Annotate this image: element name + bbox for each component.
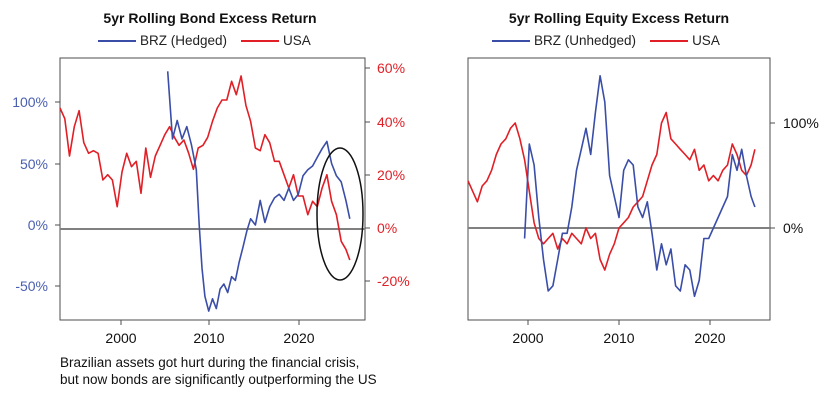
usa-series-line	[59, 75, 351, 261]
right-chart-legend: BRZ (Unhedged) USA	[492, 33, 720, 48]
brz-legend-swatch	[98, 39, 136, 42]
right-chart-title: 5yr Rolling Equity Excess Return	[508, 10, 730, 26]
brz-legend-swatch	[492, 39, 530, 42]
x-tick-label: 2000	[105, 330, 136, 346]
usa-series-line	[467, 111, 756, 271]
left-chart-legend: BRZ (Hedged) USA	[98, 33, 311, 48]
left-plot-frame	[59, 57, 366, 321]
x-tick-label: 2000	[512, 330, 543, 346]
usa-legend-label: USA	[692, 33, 720, 48]
brz-series-line	[523, 75, 756, 298]
y-right-tick-label: 20%	[377, 167, 405, 183]
brz-series-line	[166, 71, 351, 312]
usa-legend-label: USA	[283, 33, 311, 48]
left-chart-title: 5yr Rolling Bond Excess Return	[103, 10, 317, 26]
y-left-tick-label: 0%	[28, 217, 48, 233]
x-tick-label: 2010	[193, 330, 224, 346]
usa-legend-swatch	[241, 39, 280, 42]
x-tick-label: 2020	[694, 330, 725, 346]
left-chart: 2000 2010 2020 100% 50% 0% -50% 60% 40% …	[12, 57, 410, 346]
brz-legend-label: BRZ (Unhedged)	[534, 33, 637, 48]
x-tick-label: 2010	[603, 330, 634, 346]
caption-line: Brazilian assets got hurt during the fin…	[60, 355, 360, 370]
x-tick-label: 2020	[283, 330, 314, 346]
right-chart: 2000 2010 2020 100% 0%	[467, 57, 819, 346]
y-right-tick-label: 60%	[377, 60, 405, 76]
y-right-tick-label: -20%	[377, 273, 410, 289]
y-left-tick-label: -50%	[15, 278, 48, 294]
highlight-ellipse	[316, 147, 364, 281]
y-right-tick-label: 100%	[783, 115, 819, 131]
y-right-tick-label: 0%	[377, 220, 397, 236]
brz-legend-label: BRZ (Hedged)	[140, 33, 228, 48]
y-left-tick-label: 100%	[12, 94, 48, 110]
chart-caption: Brazilian assets got hurt during the fin…	[60, 354, 377, 388]
caption-line: but now bonds are significantly outperfo…	[60, 372, 377, 387]
usa-legend-swatch	[650, 39, 689, 42]
right-plot-frame	[467, 57, 771, 321]
y-right-tick-label: 40%	[377, 114, 405, 130]
y-left-tick-label: 50%	[20, 156, 48, 172]
y-right-tick-label: 0%	[783, 220, 803, 236]
